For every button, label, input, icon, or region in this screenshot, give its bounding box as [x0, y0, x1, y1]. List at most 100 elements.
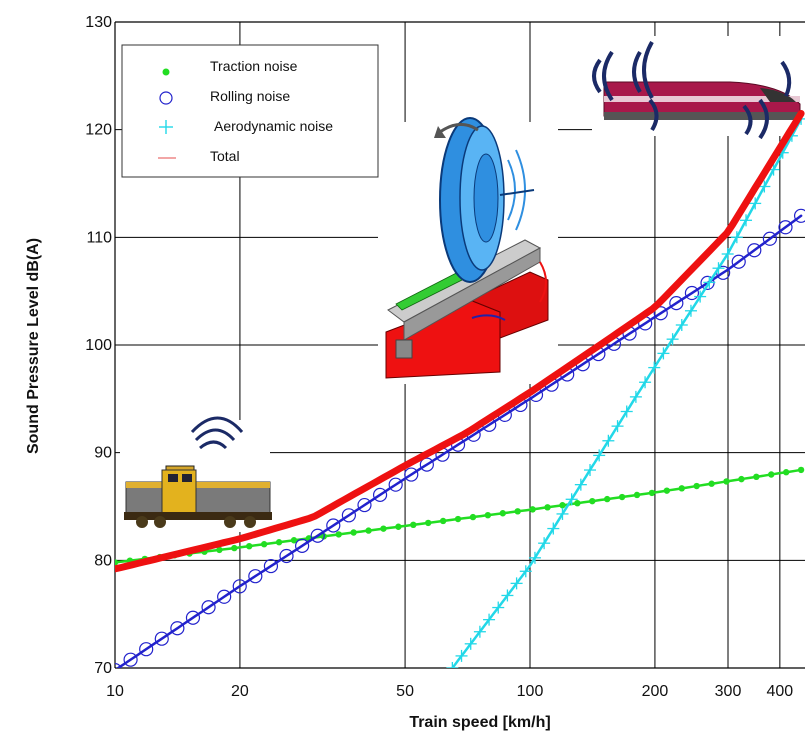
point-aerodynamic-noise — [648, 361, 661, 374]
point-aerodynamic-noise — [483, 613, 496, 626]
point-traction-noise — [499, 510, 506, 517]
point-aerodynamic-noise — [565, 493, 578, 506]
point-rolling-noise — [762, 231, 777, 246]
y-tick-label: 100 — [85, 337, 112, 354]
point-traction-noise — [514, 508, 521, 515]
point-traction-noise — [768, 471, 775, 478]
point-traction-noise — [738, 475, 745, 483]
point-aerodynamic-noise — [501, 589, 514, 602]
point-aerodynamic-noise — [473, 625, 486, 638]
point-aerodynamic-noise — [712, 262, 725, 275]
x-tick-label: 100 — [517, 683, 544, 700]
point-aerodynamic-noise — [455, 649, 468, 662]
point-aerodynamic-noise — [740, 214, 753, 227]
legend-marker-traction — [162, 68, 170, 76]
point-aerodynamic-noise — [492, 601, 505, 614]
x-tick-label: 400 — [767, 683, 794, 700]
point-rolling-noise — [310, 528, 325, 543]
point-traction-noise — [484, 511, 492, 519]
point-traction-noise — [648, 489, 656, 497]
y-tick-label: 70 — [94, 660, 112, 677]
point-traction-noise — [365, 527, 372, 534]
point-rolling-noise — [793, 208, 805, 223]
wheel-rail-illustration — [378, 117, 558, 384]
point-rolling-noise — [341, 508, 356, 523]
x-tick-label: 300 — [715, 683, 742, 700]
series-line-total — [115, 110, 805, 573]
legend-box — [121, 44, 379, 178]
legend-label-traction: Traction noise — [210, 58, 298, 74]
x-tick-label: 10 — [106, 683, 124, 700]
y-axis-label: Sound Pressure Level dB(A) — [25, 238, 42, 454]
point-traction-noise — [559, 502, 566, 509]
y-tick-label: 110 — [86, 229, 112, 246]
point-aerodynamic-noise — [547, 522, 560, 535]
point-traction-noise — [335, 531, 342, 538]
point-aerodynamic-noise — [538, 537, 551, 550]
point-traction-noise — [246, 542, 253, 550]
point-aerodynamic-noise — [446, 662, 459, 668]
point-traction-noise — [753, 473, 760, 481]
point-rolling-noise — [778, 220, 793, 235]
y-ticks: 70 80 90 100 110 120 130 — [85, 14, 112, 677]
point-aerodynamic-noise — [730, 231, 743, 244]
x-tick-label: 50 — [396, 683, 414, 700]
point-rolling-noise — [404, 467, 419, 482]
point-rolling-noise — [217, 589, 232, 604]
legend: Traction noise Rolling noise Aerodynamic… — [121, 44, 379, 178]
point-traction-noise — [439, 517, 447, 525]
point-rolling-noise — [419, 457, 434, 472]
point-rolling-noise — [357, 497, 372, 513]
x-axis-label: Train speed [km/h] — [409, 714, 550, 731]
point-traction-noise — [574, 499, 581, 507]
point-traction-noise — [350, 529, 357, 536]
point-aerodynamic-noise — [510, 577, 523, 590]
point-rolling-noise — [653, 306, 668, 321]
point-traction-noise — [380, 525, 387, 532]
point-traction-noise — [633, 491, 641, 499]
point-traction-noise — [723, 478, 730, 485]
point-traction-noise — [395, 523, 402, 530]
point-rolling-noise — [170, 621, 185, 636]
point-aerodynamic-noise — [464, 637, 477, 650]
point-rolling-noise — [185, 610, 201, 625]
point-aerodynamic-noise — [758, 180, 771, 193]
point-rolling-noise — [669, 296, 684, 311]
legend-marker-rolling — [159, 91, 173, 105]
point-aerodynamic-noise — [675, 318, 688, 331]
point-traction-noise — [678, 485, 685, 492]
point-rolling-noise — [295, 538, 310, 553]
point-traction-noise — [410, 521, 417, 529]
point-rolling-noise — [279, 548, 294, 564]
point-traction-noise — [275, 539, 283, 546]
point-aerodynamic-noise — [639, 376, 652, 389]
point-traction-noise — [797, 466, 805, 474]
legend-marker-aero — [159, 120, 173, 134]
point-traction-noise — [115, 559, 119, 566]
point-aerodynamic-noise — [519, 565, 532, 578]
point-aerodynamic-noise — [574, 478, 587, 491]
point-traction-noise — [290, 537, 298, 544]
point-aerodynamic-noise — [703, 276, 716, 289]
point-aerodynamic-noise — [749, 197, 762, 210]
point-traction-noise — [618, 493, 626, 501]
x-ticks: 10 20 50 100 200 300 400 — [106, 683, 793, 700]
point-rolling-noise — [248, 569, 263, 584]
point-traction-noise — [589, 497, 596, 505]
point-aerodynamic-noise — [629, 390, 642, 403]
point-traction-noise — [663, 487, 671, 494]
point-rolling-noise — [154, 631, 169, 646]
point-rolling-noise — [326, 518, 341, 533]
point-rolling-noise — [263, 558, 279, 574]
point-traction-noise — [469, 513, 477, 521]
point-rolling-noise — [684, 285, 700, 301]
point-traction-noise — [603, 495, 611, 503]
point-traction-noise — [231, 544, 238, 552]
legend-label-rolling: Rolling noise — [210, 88, 290, 104]
point-traction-noise — [529, 506, 536, 513]
series-group — [115, 110, 805, 668]
point-traction-noise — [708, 480, 715, 487]
point-traction-noise — [454, 515, 462, 523]
y-tick-label: 120 — [85, 122, 112, 139]
